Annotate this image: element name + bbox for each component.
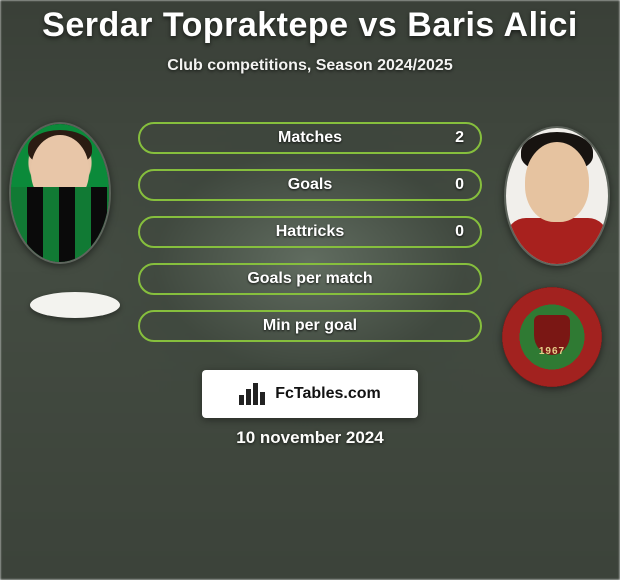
stat-pill: Goals 0 xyxy=(138,169,482,201)
stat-value: 2 xyxy=(455,129,464,147)
head-shape xyxy=(525,142,589,222)
player-left-portrait xyxy=(9,122,111,264)
stats-container: Matches 2 Goals 0 Hattricks 0 Goals per match M… xyxy=(138,122,482,342)
stat-label: Hattricks xyxy=(276,223,344,241)
comparison-date: 10 november 2024 xyxy=(0,428,620,448)
jersey-collar xyxy=(506,218,608,264)
content-root: Serdar Topraktepe vs Baris Alici Club co… xyxy=(0,0,620,580)
stat-label: Goals xyxy=(288,176,332,194)
right-club-crest xyxy=(502,287,602,387)
stat-label: Goals per match xyxy=(247,270,372,288)
page-subtitle: Club competitions, Season 2024/2025 xyxy=(0,57,620,75)
stat-pill: Hattricks 0 xyxy=(138,216,482,248)
crest-shield xyxy=(534,315,570,355)
left-club-placeholder xyxy=(30,292,120,318)
stat-value: 0 xyxy=(455,223,464,241)
source-watermark: FcTables.com xyxy=(202,370,418,418)
stat-value: 0 xyxy=(455,176,464,194)
player-right-portrait xyxy=(504,126,610,266)
page-title: Serdar Topraktepe vs Baris Alici xyxy=(0,0,620,45)
stat-pill: Matches 2 xyxy=(138,122,482,154)
stat-label: Matches xyxy=(278,129,342,147)
stat-pill: Min per goal xyxy=(138,310,482,342)
bars-icon xyxy=(239,383,267,405)
watermark-text: FcTables.com xyxy=(275,385,381,403)
stat-pill: Goals per match xyxy=(138,263,482,295)
stat-label: Min per goal xyxy=(263,317,357,335)
head-shape xyxy=(31,135,89,205)
